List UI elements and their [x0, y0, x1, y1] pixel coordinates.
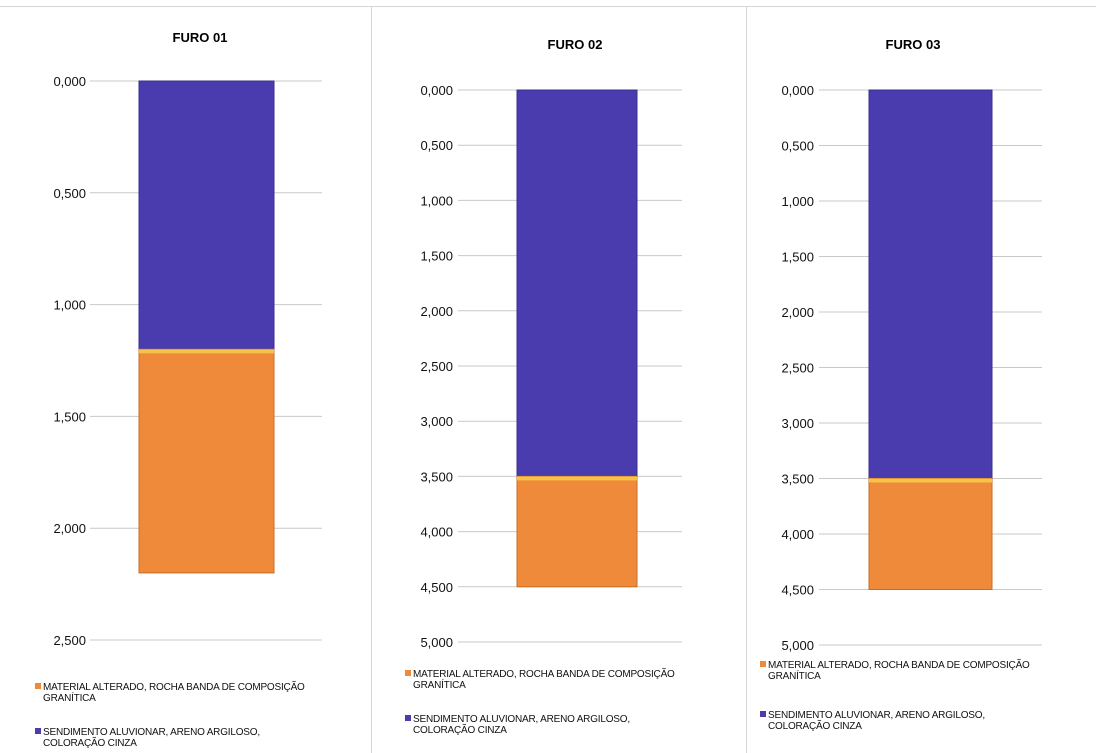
y-tick-label: 5,000: [781, 638, 814, 653]
y-tick-label: 2,000: [781, 305, 814, 320]
legend-item-material-label: MATERIAL ALTERADO, ROCHA BANDA DE COMPOS…: [768, 658, 1030, 671]
y-tick-label: 3,500: [420, 469, 453, 484]
y-tick-label: 2,500: [781, 361, 814, 376]
y-tick-label: 1,000: [781, 194, 814, 209]
legend-item-sedimento-label: SENDIMENTO ALUVIONAR, ARENO ARGILOSO,: [43, 727, 260, 738]
chart-title: FURO 01: [173, 30, 228, 45]
y-tick-label: 1,000: [420, 193, 453, 208]
legend-item-sedimento-swatch: [35, 728, 41, 734]
chart-furo-02: FURO 02 0,000 0,500 1,000 1,500 2,000 2,500 3,0…: [372, 6, 747, 753]
bar-segment-material: [516, 475, 638, 588]
bar-segment-edge: [139, 349, 274, 354]
y-tick-label: 1,500: [420, 249, 453, 264]
y-tick-label: 3,000: [420, 414, 453, 429]
bar-segment-material: [868, 478, 993, 590]
y-tick-label: 0,500: [781, 139, 814, 154]
y-tick-label: 4,000: [781, 527, 814, 542]
y-tick-label: 2,500: [420, 359, 453, 374]
chart-title: FURO 03: [886, 37, 941, 52]
bar-segment-sedimento: [516, 89, 638, 477]
legend-item-material-swatch: [405, 670, 411, 676]
bar-segment-edge: [869, 478, 992, 483]
legend-item-material-swatch: [760, 661, 766, 667]
legend-item-sedimento-label: SENDIMENTO ALUVIONAR, ARENO ARGILOSO,: [413, 714, 630, 725]
y-tick-label: 1,500: [53, 409, 86, 424]
y-tick-label: 4,500: [420, 580, 453, 595]
bar-segment-material: [138, 348, 275, 574]
y-tick-label: 2,500: [53, 633, 86, 648]
legend-item-sedimento-swatch: [760, 711, 766, 717]
y-tick-label: 3,500: [781, 472, 814, 487]
bar-segment-edge: [517, 476, 637, 481]
chart-furo-03: FURO 03 0,000 0,500 1,000 1,500 2,000 2,500 3,0…: [747, 6, 1096, 732]
bar-segment-sedimento: [138, 80, 275, 350]
y-tick-label: 4,500: [781, 583, 814, 598]
y-tick-label: 0,000: [781, 83, 814, 98]
y-tick-label: 3,000: [781, 416, 814, 431]
chart-title: FURO 02: [548, 37, 603, 52]
bar-segment-sedimento: [868, 89, 993, 479]
legend-item-material-label: GRANÍTICA: [413, 678, 466, 691]
y-tick-label: 2,000: [53, 521, 86, 536]
y-tick-label: 0,500: [420, 138, 453, 153]
y-tick-label: 0,000: [420, 83, 453, 98]
legend-item-sedimento-label: COLORAÇÃO CINZA: [43, 736, 137, 749]
legend-item-sedimento-swatch: [405, 715, 411, 721]
y-tick-label: 1,500: [781, 250, 814, 265]
legend-item-material-label: MATERIAL ALTERADO, ROCHA BANDA DE COMPOS…: [413, 667, 675, 680]
legend-item-material-label: MATERIAL ALTERADO, ROCHA BANDA DE COMPOS…: [43, 680, 305, 693]
y-tick-label: 4,000: [420, 525, 453, 540]
y-tick-label: 2,000: [420, 304, 453, 319]
y-tick-label: 1,000: [53, 298, 86, 313]
chart-furo-01: FURO 01 0,000 0,500 1,000 1,500 2,000 2,500 MAT…: [0, 6, 372, 753]
legend-item-sedimento-label: COLORAÇÃO CINZA: [413, 723, 507, 736]
legend-item-material-label: GRANÍTICA: [43, 691, 96, 704]
y-tick-label: 0,500: [53, 186, 86, 201]
legend-item-material-swatch: [35, 683, 41, 689]
y-tick-label: 5,000: [420, 635, 453, 650]
legend-item-sedimento-label: SENDIMENTO ALUVIONAR, ARENO ARGILOSO,: [768, 710, 985, 721]
legend-item-material-label: GRANÍTICA: [768, 669, 821, 682]
y-tick-label: 0,000: [53, 74, 86, 89]
legend-item-sedimento-label: COLORAÇÃO CINZA: [768, 719, 862, 732]
